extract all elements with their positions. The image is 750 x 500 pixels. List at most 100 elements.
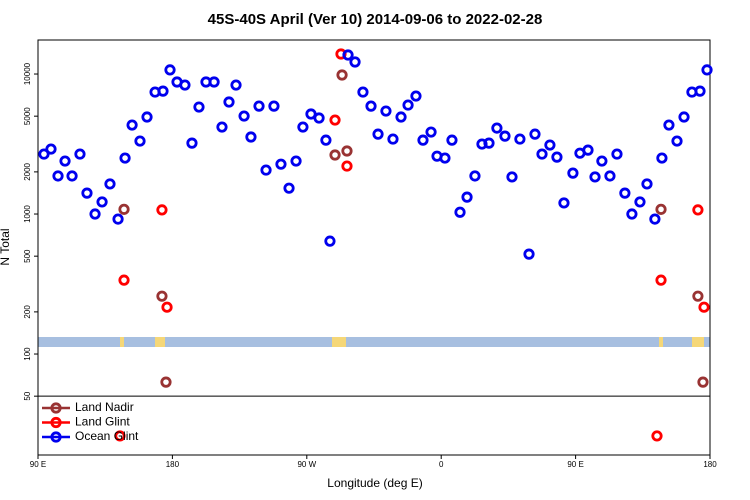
point bbox=[66, 170, 78, 182]
point bbox=[446, 134, 458, 146]
point bbox=[395, 111, 407, 123]
point bbox=[193, 101, 205, 113]
point bbox=[596, 155, 608, 167]
point bbox=[104, 178, 116, 190]
point bbox=[655, 203, 667, 215]
point bbox=[38, 148, 50, 160]
point bbox=[341, 160, 353, 172]
point bbox=[491, 122, 503, 134]
point bbox=[52, 170, 64, 182]
point bbox=[164, 64, 176, 76]
point bbox=[134, 135, 146, 147]
point bbox=[320, 134, 332, 146]
chart-title: 45S-40S April (Ver 10) 2014-09-06 to 202… bbox=[208, 11, 543, 28]
point bbox=[417, 134, 429, 146]
point bbox=[469, 170, 481, 182]
point bbox=[161, 301, 173, 313]
point bbox=[483, 137, 495, 149]
point bbox=[619, 187, 631, 199]
point bbox=[118, 274, 130, 286]
point bbox=[425, 126, 437, 138]
point bbox=[74, 148, 86, 160]
point bbox=[329, 114, 341, 126]
point bbox=[387, 133, 399, 145]
point bbox=[341, 145, 353, 157]
x-tick-label: 90 W bbox=[297, 460, 316, 469]
point bbox=[45, 143, 57, 155]
point bbox=[157, 85, 169, 97]
y-tick-label: 10000 bbox=[23, 62, 32, 85]
point bbox=[342, 49, 354, 61]
point bbox=[96, 196, 108, 208]
point bbox=[118, 203, 130, 215]
point bbox=[454, 206, 466, 218]
point bbox=[268, 100, 280, 112]
point bbox=[656, 152, 668, 164]
x-tick-label: 90 E bbox=[30, 460, 46, 469]
point bbox=[701, 64, 713, 76]
x-tick-label: 90 E bbox=[567, 460, 583, 469]
point bbox=[641, 178, 653, 190]
map-strip bbox=[38, 337, 710, 347]
point bbox=[611, 148, 623, 160]
point bbox=[275, 158, 287, 170]
legend-label: Land Nadir bbox=[75, 400, 134, 414]
point bbox=[529, 128, 541, 140]
point bbox=[402, 99, 414, 111]
point bbox=[245, 131, 257, 143]
y-tick-label: 500 bbox=[23, 249, 32, 263]
point bbox=[253, 100, 265, 112]
point bbox=[324, 235, 336, 247]
point bbox=[499, 130, 511, 142]
point bbox=[671, 135, 683, 147]
point bbox=[114, 430, 126, 442]
point bbox=[283, 182, 295, 194]
point bbox=[692, 204, 704, 216]
y-tick-label: 2000 bbox=[23, 162, 32, 180]
point bbox=[329, 149, 341, 161]
legend-marker bbox=[50, 402, 62, 414]
point bbox=[119, 152, 131, 164]
point bbox=[372, 128, 384, 140]
legend-marker bbox=[50, 416, 62, 429]
point bbox=[544, 139, 556, 151]
point bbox=[216, 121, 228, 133]
point bbox=[59, 155, 71, 167]
point bbox=[126, 119, 138, 131]
point bbox=[514, 133, 526, 145]
point bbox=[141, 111, 153, 123]
y-tick-label: 200 bbox=[23, 305, 32, 319]
point bbox=[634, 196, 646, 208]
point bbox=[439, 152, 451, 164]
point bbox=[89, 208, 101, 220]
point bbox=[604, 170, 616, 182]
point bbox=[536, 148, 548, 160]
y-tick-label: 100 bbox=[23, 347, 32, 361]
point bbox=[160, 376, 172, 388]
point bbox=[678, 111, 690, 123]
point bbox=[186, 137, 198, 149]
x-axis-label: Longitude (deg E) bbox=[327, 476, 422, 490]
y-tick-label: 1000 bbox=[23, 205, 32, 223]
point bbox=[297, 121, 309, 133]
point bbox=[179, 79, 191, 91]
x-tick-label: 180 bbox=[166, 460, 180, 469]
legend-label: Land Glint bbox=[75, 415, 130, 429]
point bbox=[156, 204, 168, 216]
point bbox=[208, 76, 220, 88]
plot-frame bbox=[37, 39, 711, 456]
point bbox=[582, 144, 594, 156]
point bbox=[558, 197, 570, 209]
point bbox=[260, 164, 272, 176]
point bbox=[112, 213, 124, 225]
point bbox=[380, 105, 392, 117]
point bbox=[410, 90, 422, 102]
point bbox=[697, 376, 709, 388]
point bbox=[313, 112, 325, 124]
point bbox=[626, 208, 638, 220]
map-land bbox=[120, 337, 704, 347]
point bbox=[506, 171, 518, 183]
x-tick-label: 180 bbox=[703, 460, 717, 469]
legend-label: Ocean Glint bbox=[75, 429, 139, 443]
